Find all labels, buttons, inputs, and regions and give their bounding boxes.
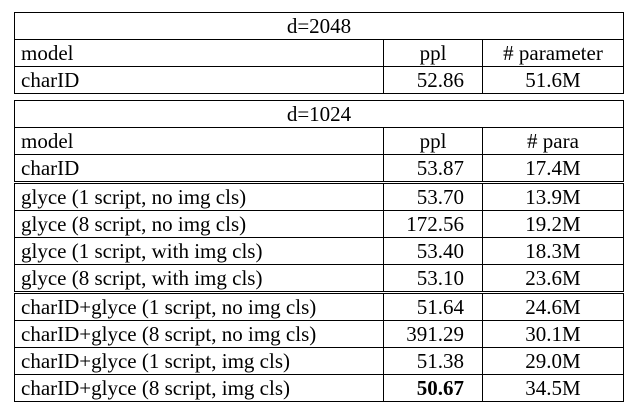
table-cell: 53.10 xyxy=(383,264,483,293)
column-header: model xyxy=(14,39,384,67)
table-cell: 17.4M xyxy=(482,154,624,183)
table-cell: 29.0M xyxy=(482,347,624,375)
table-cell: 19.2M xyxy=(482,210,624,238)
caption-row: d=1024 xyxy=(14,100,624,128)
results-table: d=2048 model ppl # parameter charID 52.86 51.6… xyxy=(14,12,624,94)
table-cell: 30.1M xyxy=(482,320,624,348)
table-cell: charID xyxy=(14,154,384,183)
header-row: model ppl # para xyxy=(14,127,624,155)
table-cell: 51.38 xyxy=(383,347,483,375)
table-cell: 24.6M xyxy=(482,291,624,321)
table-cell: 51.6M xyxy=(482,66,624,94)
table-cell: 52.86 xyxy=(383,66,483,94)
table-cell: 53.70 xyxy=(383,181,483,211)
row-group: charID 53.87 17.4M xyxy=(14,154,624,183)
table-row: charID+glyce (8 script, img cls) 50.67 34.… xyxy=(14,374,624,402)
table-head: d=1024 model ppl # para xyxy=(14,100,624,155)
table-cell: charID xyxy=(14,66,384,94)
table-row: glyce (1 script, no img cls) 53.70 13.9M xyxy=(14,181,624,211)
table-cell: charID+glyce (8 script, no img cls) xyxy=(14,320,384,348)
row-group: charID+glyce (1 script, no img cls) 51.64… xyxy=(14,291,624,402)
table-cell: 53.87 xyxy=(383,154,483,183)
table-caption: d=2048 xyxy=(14,12,624,40)
row-group: charID 52.86 51.6M xyxy=(14,66,624,94)
table-row: glyce (8 script, with img cls) 53.10 23.6M xyxy=(14,264,624,293)
table-row: glyce (1 script, with img cls) 53.40 18.3M xyxy=(14,237,624,265)
table-cell: 172.56 xyxy=(383,210,483,238)
table-cell: glyce (8 script, no img cls) xyxy=(14,210,384,238)
table-cell: 13.9M xyxy=(482,181,624,211)
table-cell: glyce (1 script, with img cls) xyxy=(14,237,384,265)
tables: d=2048 model ppl # parameter charID 52.86 51.6… xyxy=(14,12,624,402)
table-row: charID+glyce (1 script, no img cls) 51.64… xyxy=(14,291,624,321)
table-cell: 53.40 xyxy=(383,237,483,265)
table-cell: 18.3M xyxy=(482,237,624,265)
results-table: d=1024 model ppl # para charID 53.87 17.4M glyc… xyxy=(14,100,624,402)
table-cell: 50.67 xyxy=(383,374,483,402)
column-header: ppl xyxy=(383,127,483,155)
table-cell: charID+glyce (1 script, no img cls) xyxy=(14,291,384,321)
table-row: charID 52.86 51.6M xyxy=(14,66,624,94)
row-group: glyce (1 script, no img cls) 53.70 13.9M gl… xyxy=(14,181,624,293)
table-cell: glyce (8 script, with img cls) xyxy=(14,264,384,293)
table-cell: 391.29 xyxy=(383,320,483,348)
table-cell: 34.5M xyxy=(482,374,624,402)
column-header: # parameter xyxy=(482,39,624,67)
table-row: charID+glyce (1 script, img cls) 51.38 29.… xyxy=(14,347,624,375)
header-row: model ppl # parameter xyxy=(14,39,624,67)
table-caption: d=1024 xyxy=(14,100,624,128)
table-cell: charID+glyce (8 script, img cls) xyxy=(14,374,384,402)
table-head: d=2048 model ppl # parameter xyxy=(14,12,624,67)
table-cell: charID+glyce (1 script, img cls) xyxy=(14,347,384,375)
column-header: ppl xyxy=(383,39,483,67)
column-header: model xyxy=(14,127,384,155)
table-cell: 23.6M xyxy=(482,264,624,293)
table-row: glyce (8 script, no img cls) 172.56 19.2M xyxy=(14,210,624,238)
table-row: charID 53.87 17.4M xyxy=(14,154,624,183)
table-cell: glyce (1 script, no img cls) xyxy=(14,181,384,211)
column-header: # para xyxy=(482,127,624,155)
table-row: charID+glyce (8 script, no img cls) 391.2… xyxy=(14,320,624,348)
caption-row: d=2048 xyxy=(14,12,624,40)
table-cell: 51.64 xyxy=(383,291,483,321)
